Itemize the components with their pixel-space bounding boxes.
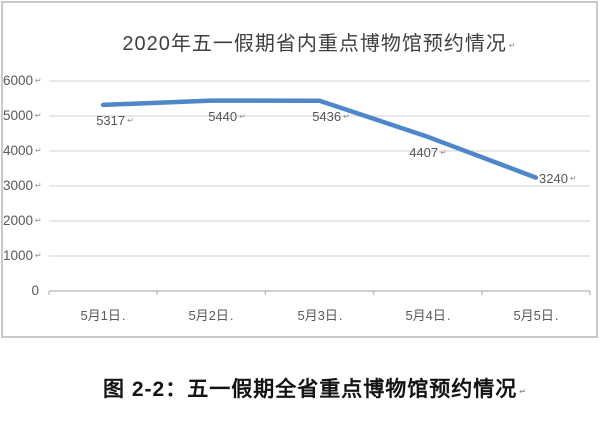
- return-mark: ↵: [35, 146, 42, 155]
- x-axis-tick-label: 5月2日.: [166, 307, 256, 325]
- x-axis-tick-label: 5月3日.: [275, 307, 365, 325]
- x-axis-tick-label: 5月4日.: [383, 307, 473, 325]
- return-mark: ↵: [35, 251, 42, 260]
- period-mark: .: [446, 308, 451, 323]
- data-label: 5440 ↵: [197, 109, 257, 125]
- return-mark: ↵: [519, 387, 527, 396]
- figure-caption: 图 2-2：五一假期全省重点博物馆预约情况 ↵: [30, 375, 600, 407]
- x-tick-text: 5月3日: [297, 308, 338, 323]
- x-axis-tick-label: 5月5日.: [491, 307, 581, 325]
- data-label-text: 5317: [96, 113, 126, 128]
- return-mark: ↵: [440, 148, 447, 157]
- data-label-text: 4407: [409, 145, 439, 160]
- x-tick-text: 5月2日: [188, 308, 229, 323]
- data-label: 3240 ↵: [539, 171, 577, 187]
- return-mark: ↵: [508, 41, 517, 50]
- y-axis-tick-label: 2000 ↵: [3, 212, 42, 230]
- y-tick-text: 2000: [3, 213, 34, 228]
- return-mark: ↵: [35, 111, 42, 120]
- figure-caption-text: 图 2-2：五一假期全省重点博物馆预约情况: [103, 378, 518, 401]
- period-mark: .: [554, 308, 559, 323]
- line-chart-plot-area: [48, 80, 591, 295]
- data-label-text: 5436: [312, 109, 342, 124]
- y-tick-text: 3000: [3, 178, 34, 193]
- return-mark: ↵: [35, 76, 42, 85]
- chart-title-text: 2020年五一假期省内重点博物馆预约情况: [122, 33, 507, 55]
- data-label: 4407 ↵: [398, 145, 458, 161]
- data-series-line: [100, 98, 539, 180]
- y-axis-tick-label: 6000 ↵: [3, 72, 42, 90]
- y-axis-tick-label: 5000 ↵: [3, 107, 42, 125]
- x-axis-tick-label: 5月1日.: [58, 307, 148, 325]
- return-mark: ↵: [239, 112, 246, 121]
- period-mark: .: [229, 308, 234, 323]
- return-mark: ↵: [127, 116, 134, 125]
- return-mark: ↵: [569, 174, 577, 183]
- y-axis-tick-label: 3000 ↵: [3, 177, 42, 195]
- y-axis-tick-label: 0: [3, 282, 41, 300]
- data-label: 5436 ↵: [301, 109, 361, 125]
- chart-image-frame: 2020年五一假期省内重点博物馆预约情况 ↵ 6000 ↵ 5000 ↵ 4000 ↵ …: [1, 1, 598, 338]
- return-mark: ↵: [35, 181, 42, 190]
- y-tick-text: 6000: [3, 73, 34, 88]
- y-axis-tick-label: 4000 ↵: [3, 142, 42, 160]
- data-label-text: 3240: [539, 171, 568, 186]
- x-tick-text: 5月1日: [80, 308, 121, 323]
- y-tick-text: 1000: [3, 248, 34, 263]
- return-mark: ↵: [35, 216, 42, 225]
- y-tick-text: 5000: [3, 108, 34, 123]
- period-mark: .: [338, 308, 343, 323]
- y-axis-tick-label: 1000 ↵: [3, 247, 42, 265]
- x-tick-text: 5月5日: [513, 308, 554, 323]
- y-tick-text: 0: [31, 283, 39, 298]
- return-mark: ↵: [343, 112, 350, 121]
- chart-title: 2020年五一假期省内重点博物馆预约情况 ↵: [49, 29, 590, 61]
- y-tick-text: 4000: [3, 143, 34, 158]
- period-mark: .: [121, 308, 126, 323]
- data-label: 5317 ↵: [85, 113, 145, 129]
- data-label-text: 5440: [208, 109, 238, 124]
- x-tick-text: 5月4日: [405, 308, 446, 323]
